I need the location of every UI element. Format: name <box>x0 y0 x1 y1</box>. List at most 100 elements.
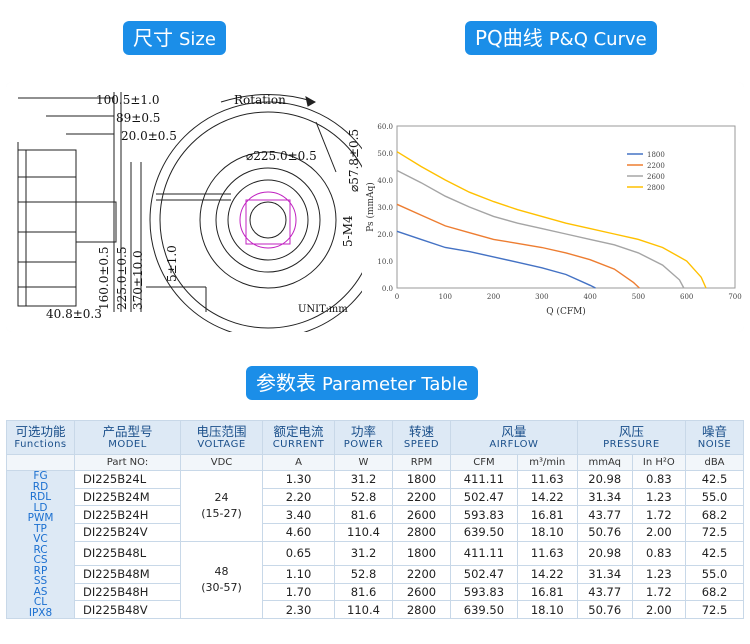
y-tick-label: 10.0 <box>377 258 393 266</box>
series-line-2800 <box>396 151 707 289</box>
functions-cell: FG RD RDL LD PWM TP VC RC CS RP SS AS CL IPX8 <box>6 470 75 619</box>
function-item: PWM <box>27 512 54 524</box>
function-item: SS <box>33 575 48 587</box>
inh2o-cell: 0.83 <box>631 470 687 489</box>
series-line-2200 <box>396 203 640 289</box>
y-tick-label: 30.0 <box>377 204 393 212</box>
current-cell: 1.30 <box>262 470 335 489</box>
th-unit-empty <box>6 454 75 471</box>
noise-cell: 42.5 <box>685 540 744 566</box>
pq-header: PQ曲线 P&Q Curve <box>465 21 657 55</box>
power-cell: 81.6 <box>334 582 393 602</box>
noise-cell: 42.5 <box>685 470 744 489</box>
function-item: FG <box>33 470 48 482</box>
x-tick-label: 600 <box>680 293 693 301</box>
th-unit-m3: m³/min <box>516 454 578 471</box>
function-item: IPX8 <box>28 606 53 619</box>
dimension-drawing: 100.5±1.0 89±0.5 20.0±0.5 Rotation ⌀225.… <box>6 82 387 339</box>
noise-cell: 68.2 <box>685 505 744 525</box>
y-tick-label: 60.0 <box>377 123 393 131</box>
table-row: FG RD RDL LD PWM TP VC RC CS RP SS AS CL IPX8 DI225B24… <box>6 470 744 619</box>
th-noise: 噪音 NOISE <box>685 420 744 455</box>
power-cell: 31.2 <box>334 540 393 566</box>
table-body: FG RD RDL LD PWM TP VC RC CS RP SS AS CL IPX8 DI225B24… <box>6 470 744 620</box>
noise-cell: 72.5 <box>685 523 744 542</box>
x-tick-label: 400 <box>583 293 596 301</box>
y-axis-label: Ps (mmAq) <box>365 182 376 232</box>
cfm-cell: 502.47 <box>450 564 518 584</box>
cfm-cell: 502.47 <box>450 487 518 507</box>
th-airflow: 风量 AIRFLOW <box>450 420 578 455</box>
voltage-value: 48 <box>214 564 229 578</box>
y-tick-label: 0.0 <box>382 285 393 293</box>
table-row: DI225B24H 3.40 81.6 2600 593.83 16.81 43.77 1.7… <box>7 505 744 525</box>
function-item: CS <box>33 554 48 566</box>
noise-cell: 55.0 <box>685 564 744 584</box>
table-row: DI225B24M 2.20 52.8 2200 502.47 14.22 31.34 1.2… <box>7 487 744 507</box>
speed-cell: 2200 <box>392 487 451 507</box>
th-speed: 转速 SPEED <box>392 420 451 455</box>
current-cell: 1.70 <box>262 582 335 602</box>
dim-cable-gap: 5±1.0 <box>165 245 179 282</box>
mmaq-cell: 43.77 <box>576 505 633 525</box>
model-cell: DI225B24L <box>74 470 181 489</box>
voltage-range: (30-57) <box>201 580 242 594</box>
th-power: 功率 POWER <box>334 420 393 455</box>
model-cell: DI225B48M <box>74 564 181 584</box>
y-tick-label: 50.0 <box>377 150 393 158</box>
dim-width-inlet: 20.0±0.5 <box>121 129 177 143</box>
function-item: RDL <box>29 491 52 503</box>
dim-hub-diameter: ⌀57.8±0.5 <box>347 129 361 192</box>
dim-width-body: 89±0.5 <box>116 111 160 125</box>
noise-cell: 72.5 <box>685 600 744 619</box>
size-header-en: Size <box>179 29 216 50</box>
th-unit-a: A <box>262 454 335 471</box>
params-header: 参数表 Parameter Table <box>246 366 478 400</box>
dim-width-total: 100.5±1.0 <box>96 93 160 107</box>
speed-cell: 2600 <box>392 505 451 525</box>
x-tick-label: 100 <box>439 293 452 301</box>
legend-label-1800: 1800 <box>647 151 665 159</box>
parameter-table: 可选功能 Functions 产品型号 MODEL 电压范围 VOLTAGE 额定电流… <box>6 420 744 620</box>
inh2o-cell: 1.72 <box>631 505 687 525</box>
mmaq-cell: 31.34 <box>576 487 633 507</box>
params-header-en: Parameter Table <box>322 374 468 395</box>
th-unit-vdc: VDC <box>180 454 263 471</box>
inh2o-cell: 0.83 <box>631 540 687 566</box>
power-cell: 110.4 <box>334 523 393 542</box>
size-header: 尺寸 Size <box>123 21 226 55</box>
cfm-cell: 639.50 <box>450 523 518 542</box>
unit-label: UNIT:mm <box>298 304 348 315</box>
function-item: AS <box>33 585 48 598</box>
power-cell: 31.2 <box>334 470 393 489</box>
noise-cell: 55.0 <box>685 487 744 507</box>
drawing-svg: 100.5±1.0 89±0.5 20.0±0.5 Rotation ⌀225.… <box>17 92 387 339</box>
dim-height-outer: 225.0±0.5 <box>115 247 129 311</box>
mmaq-cell: 20.98 <box>576 540 633 566</box>
table-row: DI225B48M 1.10 52.8 2200 502.47 14.22 31.34 1.2… <box>7 564 744 584</box>
voltage-value: 24 <box>214 490 229 504</box>
cfm-cell: 593.83 <box>450 505 518 525</box>
inh2o-cell: 2.00 <box>631 523 687 542</box>
th-unit-cfm: CFM <box>450 454 518 471</box>
model-cell: DI225B48H <box>74 582 181 602</box>
function-item: TP <box>34 522 47 535</box>
th-functions: 可选功能 Functions <box>6 420 75 455</box>
dim-diameter: ⌀225.0±0.5 <box>246 149 317 163</box>
x-tick-label: 300 <box>535 293 548 301</box>
mmaq-cell: 31.34 <box>576 564 633 584</box>
th-unit-w: W <box>334 454 393 471</box>
speed-cell: 1800 <box>392 470 451 489</box>
m3-cell: 16.81 <box>516 582 578 602</box>
speed-cell: 1800 <box>392 540 451 566</box>
current-cell: 3.40 <box>262 505 335 525</box>
th-pressure: 风压 PRESSURE <box>576 420 687 455</box>
pq-chart: 0.0 10.0 20.0 30.0 40.0 50.0 60.0 0 100 200 300 400… <box>362 82 744 332</box>
screw-spec: 5-M4 <box>341 215 355 247</box>
model-cell: DI225B24M <box>74 487 181 507</box>
series-line-2600 <box>396 169 685 289</box>
x-tick-label: 500 <box>632 293 645 301</box>
dim-cable-length: 370±10.0 <box>131 250 145 310</box>
table-row: DI225B48V 2.30 110.4 2800 639.50 18.10 50.76 2.… <box>7 600 744 619</box>
th-current: 额定电流 CURRENT <box>262 420 335 455</box>
